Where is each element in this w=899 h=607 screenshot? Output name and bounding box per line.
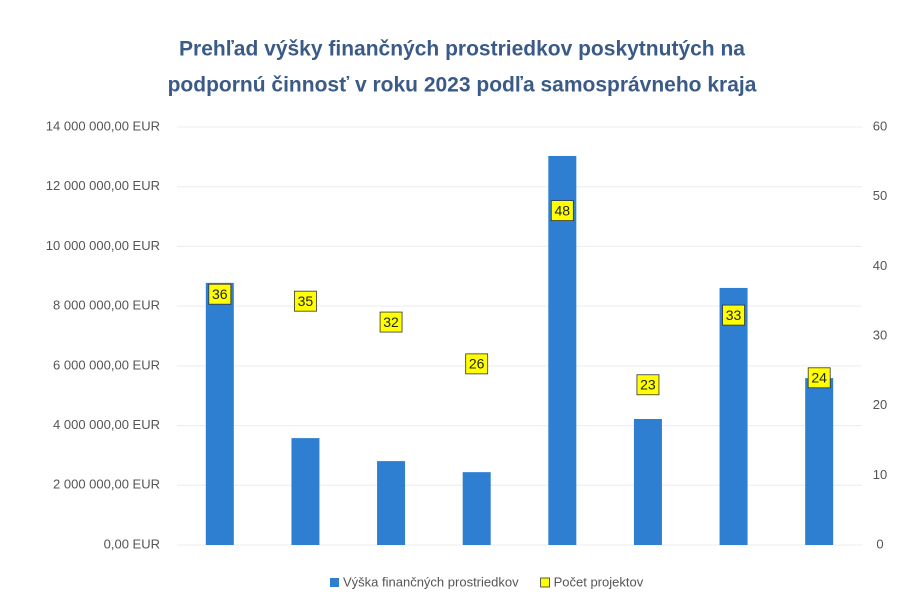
y2-tick-label: 40 (873, 258, 887, 273)
y2-tick-label: 60 (873, 118, 887, 133)
bar (805, 378, 834, 545)
legend-swatch (540, 577, 550, 588)
y2-tick-label: 10 (873, 467, 887, 482)
legend-swatch (330, 578, 339, 587)
y2-tick-label: 20 (873, 397, 887, 412)
bar (719, 287, 748, 545)
y2-tick-label: 0 (876, 536, 883, 551)
data-label: 36 (212, 286, 228, 302)
bar (633, 419, 662, 545)
bar (377, 461, 406, 545)
data-label: 24 (811, 370, 827, 386)
y-tick-label: 8 000 000,00 EUR (53, 298, 160, 313)
chart-title: Prehľad výšky finančných prostriedkov po… (179, 38, 745, 61)
data-label: 48 (555, 202, 571, 218)
bar (462, 472, 491, 545)
marker (379, 311, 403, 333)
y2-tick-label: 50 (873, 188, 887, 203)
marker (294, 290, 317, 312)
y-tick-label: 6 000 000,00 EUR (53, 357, 160, 372)
y-tick-label: 0,00 EUR (104, 536, 160, 551)
data-label: 26 (469, 356, 485, 372)
data-label: 32 (383, 314, 399, 330)
marker (636, 374, 660, 396)
y-tick-label: 12 000 000,00 EUR (46, 178, 160, 193)
marker (807, 367, 831, 389)
marker (465, 353, 489, 375)
chart-title: podpornú činnosť v roku 2023 podľa samos… (168, 74, 757, 97)
bar (291, 438, 320, 545)
y-tick-label: 2 000 000,00 EUR (53, 477, 160, 492)
marker (550, 200, 574, 222)
data-label: 33 (726, 307, 742, 323)
legend-label: Počet projektov (554, 574, 644, 589)
marker (722, 304, 745, 326)
data-label: 23 (640, 376, 656, 392)
marker (208, 283, 232, 305)
legend-label: Výška finančných prostriedkov (343, 574, 519, 589)
y-tick-label: 10 000 000,00 EUR (46, 238, 160, 253)
y-tick-label: 14 000 000,00 EUR (46, 118, 160, 133)
y2-tick-label: 30 (873, 327, 887, 342)
data-label: 35 (298, 293, 314, 309)
y-tick-label: 4 000 000,00 EUR (53, 417, 160, 432)
bar (205, 282, 234, 545)
